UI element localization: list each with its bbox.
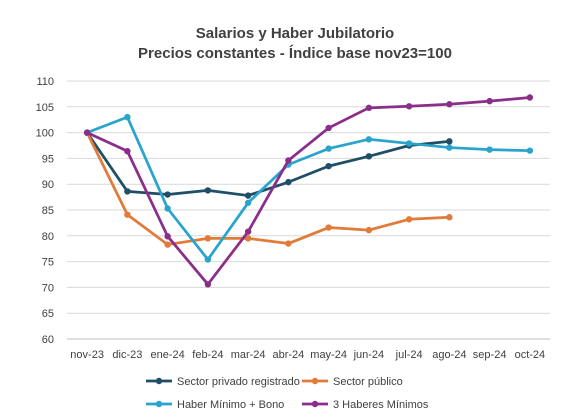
- y-tick-label: 60: [42, 334, 54, 346]
- gridlines: [67, 80, 550, 340]
- chart-title: Salarios y Haber Jubilatorio: [196, 25, 394, 42]
- x-tick-label: ago-24: [432, 349, 466, 361]
- legend-label: Haber Mínimo + Bono: [177, 399, 284, 411]
- data-point: [325, 224, 332, 231]
- y-tick-label: 90: [42, 179, 54, 191]
- data-point: [164, 241, 171, 248]
- x-tick-label: may-24: [310, 349, 347, 361]
- x-tick-label: jul-24: [395, 349, 423, 361]
- legend-swatch-marker: [155, 377, 163, 385]
- data-point: [405, 216, 413, 223]
- y-tick-label: 110: [36, 76, 54, 88]
- data-point: [526, 147, 534, 154]
- y-axis-ticks: 60 65 70 75 80 85 90 95 100 105 110: [36, 76, 54, 346]
- legend-item: Sector privado registrado: [146, 376, 300, 388]
- data-point: [325, 162, 332, 170]
- data-point: [285, 178, 292, 186]
- legend-label: 3 Haberes Mínimos: [333, 399, 429, 411]
- data-point: [164, 233, 171, 240]
- series-layer: [83, 94, 534, 288]
- legend-item: 3 Haberes Mínimos: [302, 399, 429, 411]
- data-point: [405, 103, 413, 110]
- data-point: [244, 199, 252, 206]
- data-point: [244, 228, 252, 235]
- series-3: [83, 113, 534, 263]
- series-line: [85, 96, 532, 286]
- x-tick-label: sep-24: [473, 349, 507, 361]
- x-tick-label: jun-24: [353, 349, 385, 361]
- series-line: [85, 131, 451, 246]
- legend-label: Sector privado registrado: [177, 376, 300, 388]
- series-1: [83, 129, 453, 199]
- data-point: [124, 211, 131, 218]
- x-tick-label: nov-23: [70, 349, 104, 361]
- data-point: [365, 104, 373, 112]
- series-4: [83, 94, 534, 288]
- x-tick-label: feb-24: [192, 349, 223, 361]
- y-tick-label: 70: [42, 282, 54, 294]
- legend-swatch-marker: [311, 400, 319, 408]
- y-tick-label: 85: [42, 205, 54, 217]
- legend: Sector privado registrado Sector público H…: [146, 376, 429, 411]
- data-point: [204, 235, 212, 242]
- x-axis-ticks: nov-23 dic-23 ene-24 feb-24 mar-24 abr-24 may-…: [70, 349, 545, 361]
- data-point: [365, 136, 373, 143]
- data-point: [204, 187, 212, 194]
- x-tick-label: ene-24: [150, 349, 184, 361]
- data-point: [486, 97, 493, 105]
- data-point: [285, 240, 292, 247]
- data-point: [244, 235, 252, 242]
- legend-item: Sector público: [302, 376, 403, 388]
- x-tick-label: dic-23: [112, 349, 142, 361]
- data-point: [204, 256, 212, 263]
- y-tick-label: 105: [36, 102, 54, 114]
- data-point: [124, 113, 131, 121]
- data-point: [486, 146, 493, 153]
- data-point: [446, 214, 453, 221]
- x-tick-label: mar-24: [231, 349, 266, 361]
- y-tick-label: 100: [36, 128, 54, 140]
- data-point: [325, 145, 332, 152]
- legend-swatch-marker: [155, 400, 163, 408]
- data-point: [405, 140, 413, 147]
- data-point: [526, 94, 534, 101]
- data-point: [285, 157, 292, 164]
- data-point: [365, 226, 373, 234]
- legend-label: Sector público: [333, 376, 403, 388]
- series-line: [85, 115, 532, 261]
- data-point: [446, 101, 453, 108]
- legend-swatch-marker: [311, 377, 319, 385]
- data-point: [164, 205, 171, 212]
- data-point: [204, 281, 212, 288]
- data-point: [83, 129, 91, 136]
- data-point: [365, 153, 373, 160]
- x-tick-label: abr-24: [272, 349, 304, 361]
- data-point: [446, 144, 453, 151]
- data-point: [446, 138, 453, 145]
- data-point: [124, 147, 131, 155]
- y-tick-label: 95: [42, 153, 54, 165]
- y-tick-label: 80: [42, 231, 54, 243]
- data-point: [124, 188, 131, 195]
- data-point: [325, 124, 332, 132]
- chart-subtitle: Precios constantes - Índice base nov23=1…: [138, 45, 452, 62]
- y-tick-label: 75: [42, 257, 54, 269]
- data-point: [164, 191, 171, 198]
- data-point: [244, 192, 252, 199]
- x-tick-label: oct-24: [515, 349, 546, 361]
- y-tick-label: 65: [42, 308, 54, 320]
- legend-item: Haber Mínimo + Bono: [146, 399, 284, 411]
